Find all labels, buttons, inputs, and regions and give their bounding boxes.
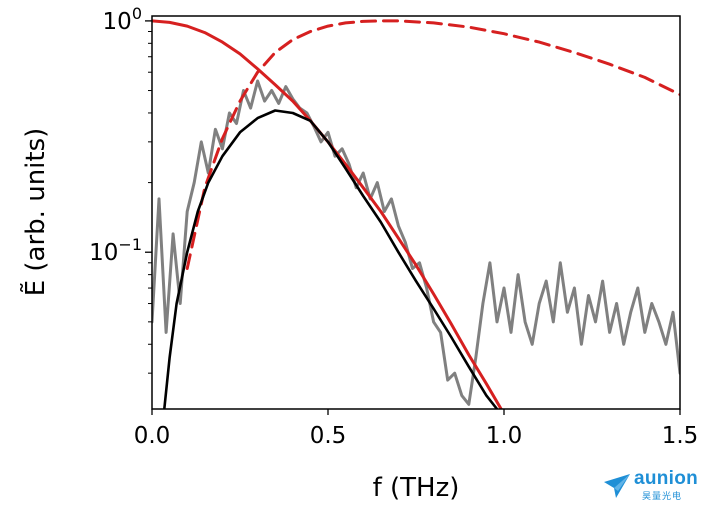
model-rolloff-line <box>152 19 503 409</box>
y-axis-label: Ẽ (arb. units) <box>19 128 51 297</box>
x-tick-label: 0.5 <box>310 423 347 449</box>
brand-name: aunion <box>634 468 699 489</box>
y-tick-label: 100 <box>103 4 142 35</box>
x-tick-label: 1.5 <box>662 423 699 449</box>
series-layer <box>152 19 680 409</box>
x-tick-label: 1.0 <box>486 423 523 449</box>
y-tick-label: 10−1 <box>89 235 142 266</box>
paper-plane-icon <box>604 474 630 498</box>
fit-product-line <box>163 109 499 409</box>
model-rise-dashed-line <box>185 19 680 270</box>
x-axis: 0.0 0.5 1.0 1.5 <box>134 409 699 449</box>
x-tick-label: 0.0 <box>134 423 171 449</box>
brand-logo: aunion 昊量光电 <box>602 468 706 504</box>
plot-frame <box>151 15 681 410</box>
x-axis-label: f (THz) <box>373 473 460 503</box>
measured-spectrum-line <box>152 79 680 406</box>
brand-subtitle: 昊量光电 <box>642 492 683 502</box>
y-axis: 100 10−1 <box>89 4 152 374</box>
